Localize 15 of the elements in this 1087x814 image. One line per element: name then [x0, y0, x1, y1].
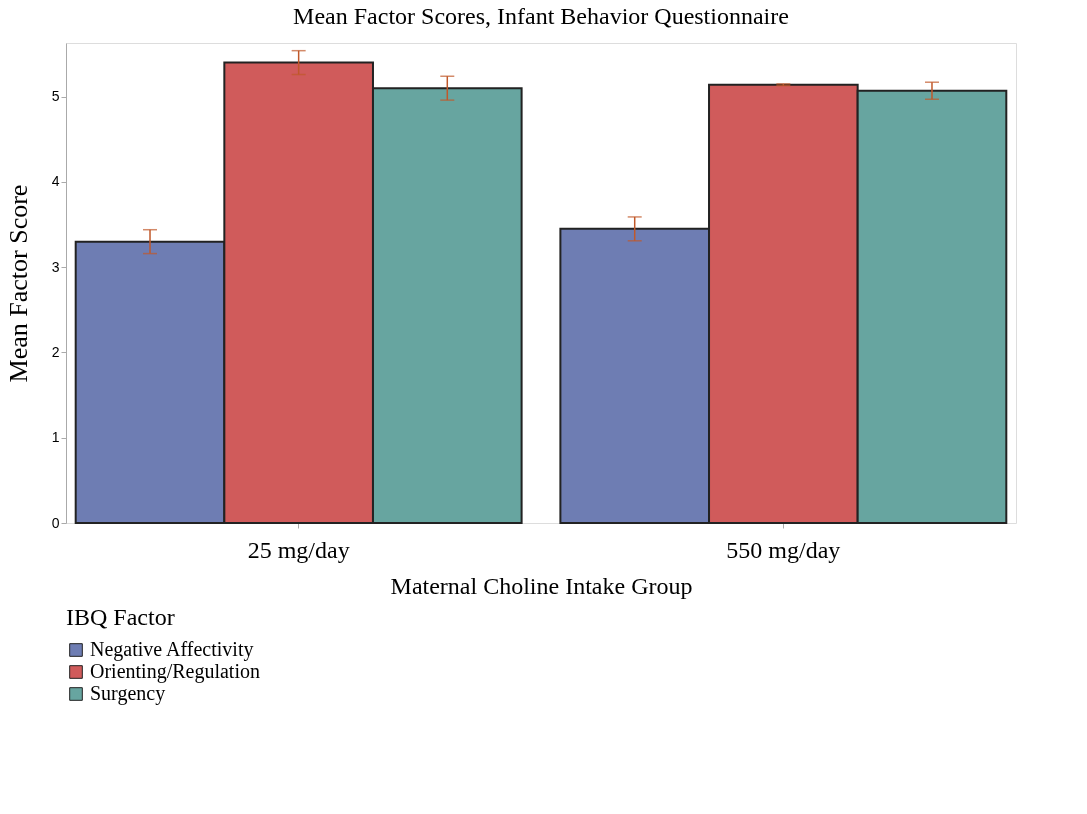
legend-title: IBQ Factor [66, 604, 175, 630]
y-axis-title: Mean Factor Score [3, 184, 33, 383]
legend-label: Negative Affectivity [90, 638, 254, 661]
y-tick-label: 5 [51, 88, 60, 105]
y-tick-label: 3 [51, 258, 60, 275]
x-axis-title: Maternal Choline Intake Group [390, 572, 693, 599]
legend-label: Orienting/Regulation [90, 660, 260, 683]
y-tick-label: 0 [51, 514, 60, 531]
legend-label: Surgency [90, 682, 166, 705]
chart-title: Mean Factor Scores, Infant Behavior Questionnaire [293, 3, 789, 29]
x-tick-label: 550 mg/day [726, 536, 841, 563]
x-tick-label: 25 mg/day [247, 536, 350, 563]
y-tick-label: 1 [51, 429, 60, 446]
y-tick-label: 2 [51, 343, 60, 360]
y-tick-label: 4 [51, 173, 60, 190]
